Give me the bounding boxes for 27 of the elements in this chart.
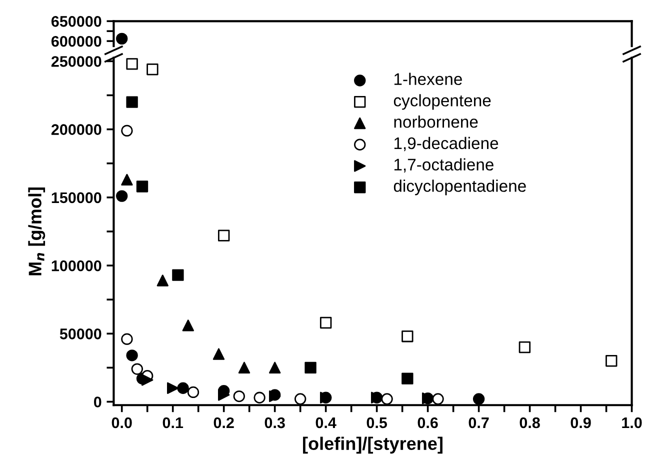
x-tick-label: 1.0 [622, 417, 642, 428]
x-tick-label: 0.2 [214, 417, 234, 428]
legend-label: dicyclopentadiene [394, 180, 526, 196]
y-tick-label: 600000 [51, 36, 102, 47]
y-tick-label: 650000 [51, 16, 102, 27]
legend-label: norbornene [394, 116, 478, 128]
y-tick-label: 200000 [51, 124, 102, 136]
x-tick-label: 0.0 [112, 417, 132, 428]
legend-label: 1,9-decadiene [394, 136, 498, 152]
y-axis-title: M$_{n}$ [g/mol] [28, 188, 46, 276]
legend-label: cyclopentene [394, 94, 491, 110]
x-tick-label: 0.7 [468, 417, 489, 428]
x-tick-label: 0.1 [162, 417, 184, 428]
x-tick-label: 0.4 [316, 417, 336, 428]
x-tick-label: 0.3 [264, 417, 285, 428]
legend-label: 1-hexene [394, 72, 462, 86]
x-tick-label: 0.9 [570, 417, 591, 428]
legend-label: 1,7-octadiene [394, 158, 494, 172]
y-tick-label: 50000 [60, 328, 102, 340]
x-axis-title: [olefin]/[styrene] [303, 436, 442, 454]
x-tick-label: 0.6 [418, 417, 438, 428]
x-tick-label: 0.5 [366, 417, 388, 428]
y-tick-label: 100000 [52, 260, 102, 272]
y-tick-label: 150000 [52, 192, 102, 204]
x-tick-label: 0.8 [520, 417, 540, 428]
y-tick-label: 0 [94, 396, 102, 408]
y-tick-label: 250000 [51, 56, 102, 67]
